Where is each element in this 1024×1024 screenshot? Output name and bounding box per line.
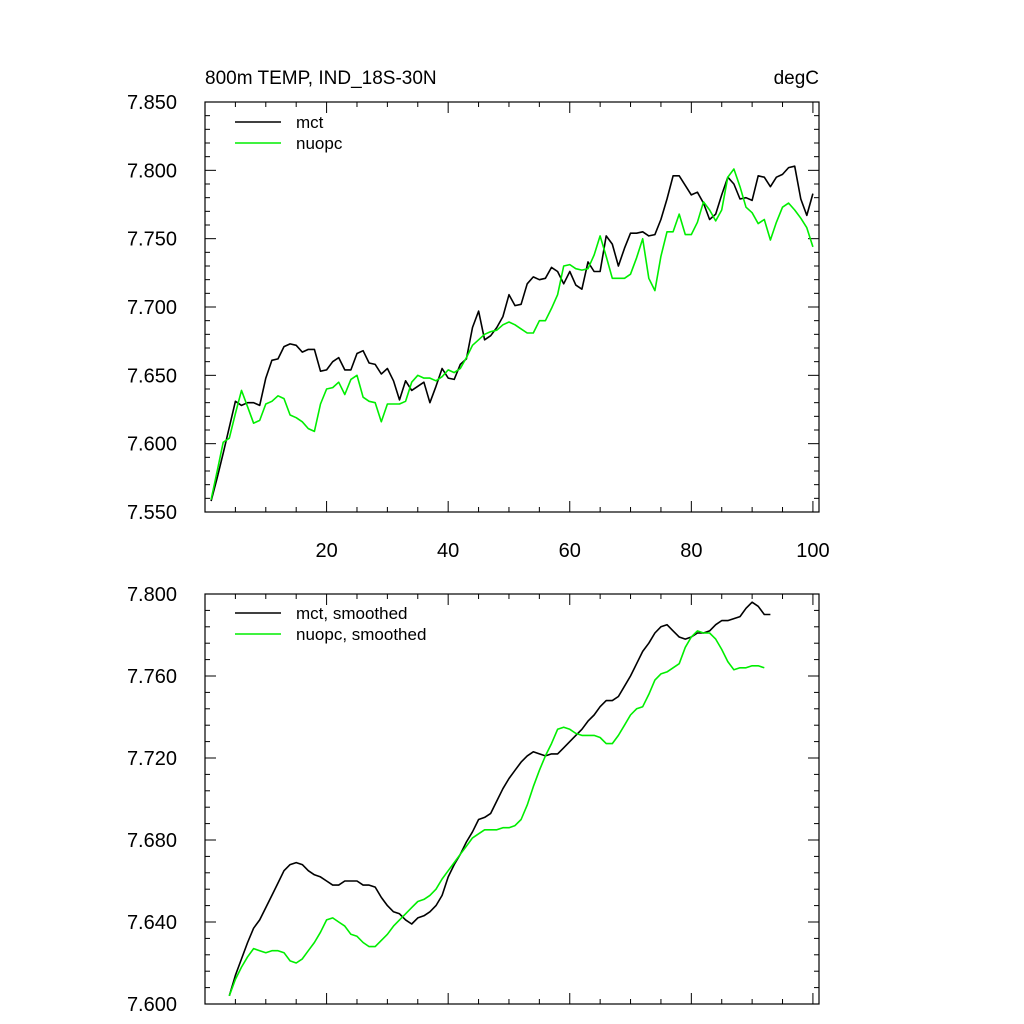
series-line-mct (210, 165, 814, 502)
y-tick-label: 7.700 (127, 297, 177, 319)
y-tick-label: 7.680 (127, 830, 177, 852)
y-tick-label: 7.800 (127, 160, 177, 182)
top-panel: 800m TEMP, IND_18S-30N degC 7.5507.6007.… (127, 68, 830, 562)
legend-label-nuopc-smoothed: nuopc, smoothed (296, 625, 426, 644)
series-line-nuopc (210, 168, 814, 500)
x-tick-label: 40 (437, 540, 459, 562)
y-tick-label: 7.760 (127, 666, 177, 688)
y-tick-label: 7.550 (127, 502, 177, 524)
bottom-axis-ticks: 7.600 7.640 7.680 7.720 7.760 7.800 (127, 584, 819, 1016)
x-tick-label: 80 (680, 540, 702, 562)
x-tick-label: 60 (559, 540, 581, 562)
legend-label-mct: mct (296, 113, 324, 132)
y-tick-label: 7.750 (127, 229, 177, 251)
top-legend: mct nuopc (235, 113, 343, 153)
top-series-group (210, 165, 814, 502)
y-tick-label: 7.720 (127, 748, 177, 770)
legend-label-mct-smoothed: mct, smoothed (296, 604, 408, 623)
legend-label-nuopc: nuopc (296, 134, 343, 153)
top-chart-title: 800m TEMP, IND_18S-30N (205, 68, 437, 89)
bottom-plot-frame (204, 593, 820, 1005)
y-tick-label: 7.850 (127, 92, 177, 114)
bottom-series-group (228, 601, 771, 997)
bottom-panel: 7.600 7.640 7.680 7.720 7.760 7.800 mct, smoo… (127, 584, 820, 1016)
x-tick-label: 100 (796, 540, 829, 562)
y-tick-label: 7.640 (127, 912, 177, 934)
top-plot-frame (204, 101, 820, 513)
y-tick-label: 7.600 (127, 434, 177, 456)
y-tick-label: 7.800 (127, 584, 177, 606)
series-line-nuopc-smoothed (228, 630, 765, 997)
y-tick-label: 7.600 (127, 994, 177, 1016)
bottom-legend: mct, smoothed nuopc, smoothed (235, 604, 426, 644)
top-axis-ticks: 7.550 7.600 7.650 7.700 7.750 7.800 7.850 20 40 6… (127, 92, 830, 562)
x-tick-label: 20 (315, 540, 337, 562)
series-line-mct-smoothed (228, 601, 771, 997)
top-chart-units: degC (774, 68, 819, 89)
y-tick-label: 7.650 (127, 365, 177, 387)
